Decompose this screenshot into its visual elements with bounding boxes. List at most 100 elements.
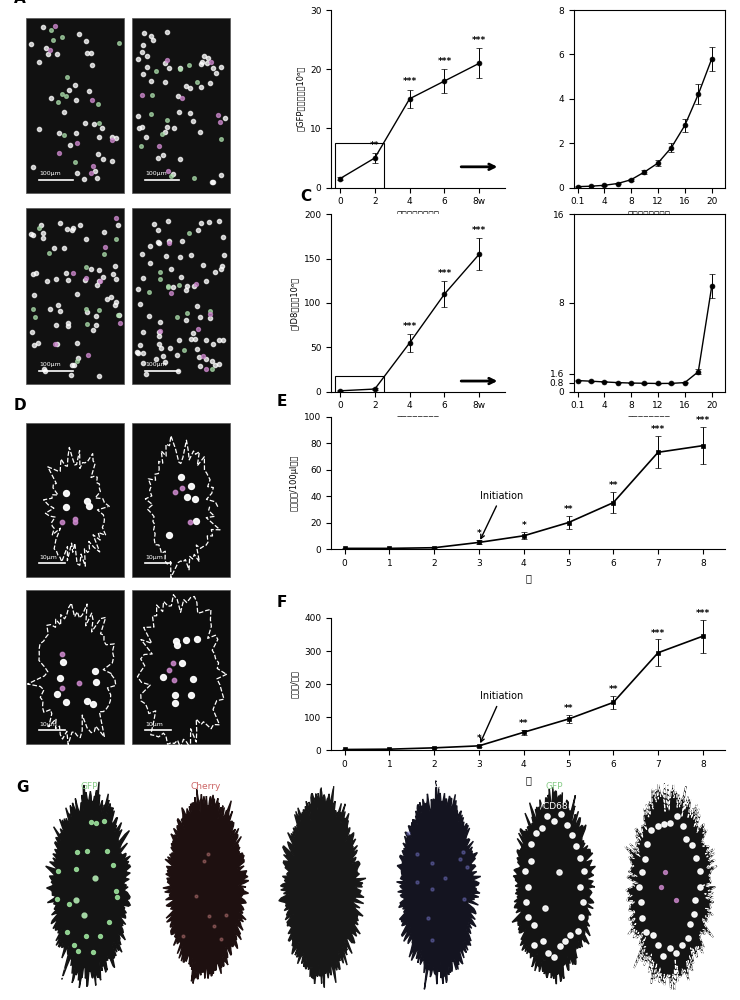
Point (162, 279, 174, 295)
Point (25, 226, 37, 242)
X-axis label: 肿瘤种植后（天）: 肿瘤种植后（天） (628, 416, 671, 425)
Point (212, 332, 224, 348)
Text: Initiation: Initiation (480, 691, 523, 742)
Text: GFP: GFP (81, 782, 98, 791)
Point (198, 48, 210, 64)
Point (90, 308, 102, 324)
Point (40, 40, 52, 56)
Point (548, 949, 560, 965)
Point (203, 908, 215, 924)
Point (163, 163, 175, 179)
Point (70, 511, 81, 527)
Point (158, 348, 169, 364)
Point (426, 881, 438, 897)
Point (154, 314, 166, 330)
Point (215, 931, 226, 947)
Point (195, 358, 206, 374)
Point (670, 945, 682, 961)
Point (94, 273, 106, 289)
Text: 100μm: 100μm (145, 362, 167, 367)
Point (206, 174, 218, 190)
Point (58, 104, 70, 120)
Text: 10μm: 10μm (164, 966, 181, 971)
Text: 10μm: 10μm (47, 966, 66, 971)
X-axis label: 肿瘤种植后（周）: 肿瘤种植后（周） (397, 212, 440, 221)
Point (161, 24, 173, 40)
Point (171, 347, 183, 363)
Point (172, 88, 184, 104)
X-axis label: 肿瘤种植后（周）: 肿瘤种植后（周） (397, 416, 440, 425)
Point (27, 266, 38, 282)
Point (61, 265, 73, 281)
Point (140, 366, 152, 382)
Point (141, 48, 153, 64)
Point (58, 127, 70, 143)
Point (664, 940, 676, 956)
Point (200, 351, 212, 367)
Point (78, 171, 90, 187)
Point (70, 892, 82, 908)
Text: 2 周: 2 周 (175, 5, 188, 14)
Point (54, 670, 66, 686)
Point (578, 863, 590, 879)
Point (185, 478, 197, 494)
Point (90, 317, 102, 333)
Point (110, 258, 121, 274)
Point (525, 836, 537, 852)
Point (159, 124, 171, 140)
Point (154, 271, 166, 287)
Point (71, 286, 83, 302)
Point (203, 846, 215, 862)
Point (143, 308, 155, 324)
Point (30, 309, 41, 325)
Point (79, 115, 91, 131)
Point (52, 863, 64, 879)
Point (57, 654, 69, 670)
Point (198, 257, 209, 273)
Point (141, 129, 152, 145)
X-axis label: 肿瘤种植后（天）: 肿瘤种植后（天） (628, 212, 671, 221)
Point (113, 35, 125, 51)
Point (134, 296, 146, 312)
Point (148, 216, 160, 232)
Point (27, 301, 39, 317)
Text: **: ** (564, 505, 574, 514)
Point (175, 469, 187, 485)
Point (94, 928, 106, 944)
Point (204, 75, 215, 91)
Point (181, 305, 192, 321)
Point (33, 121, 44, 137)
Point (174, 60, 186, 76)
Point (200, 273, 212, 289)
Point (98, 813, 110, 829)
Point (175, 249, 186, 265)
Point (89, 663, 101, 679)
Text: **: ** (608, 481, 618, 490)
Point (187, 113, 199, 129)
Point (135, 138, 147, 154)
Point (570, 838, 582, 854)
Point (78, 272, 90, 288)
Point (73, 26, 85, 42)
Point (200, 361, 212, 377)
Point (201, 55, 213, 71)
Point (215, 59, 227, 75)
Point (575, 909, 587, 925)
Point (145, 106, 157, 122)
Point (53, 125, 65, 141)
Point (160, 248, 172, 264)
Point (525, 853, 536, 869)
Point (539, 900, 551, 916)
Point (652, 818, 664, 834)
Text: DAPI: DAPI (428, 782, 448, 791)
Point (574, 879, 586, 895)
Point (189, 331, 201, 347)
Point (184, 105, 196, 121)
Point (132, 120, 144, 136)
Point (66, 357, 78, 373)
Point (658, 816, 670, 832)
Text: ***: *** (437, 57, 451, 66)
Point (58, 240, 70, 256)
Point (157, 669, 169, 685)
Point (152, 150, 164, 166)
